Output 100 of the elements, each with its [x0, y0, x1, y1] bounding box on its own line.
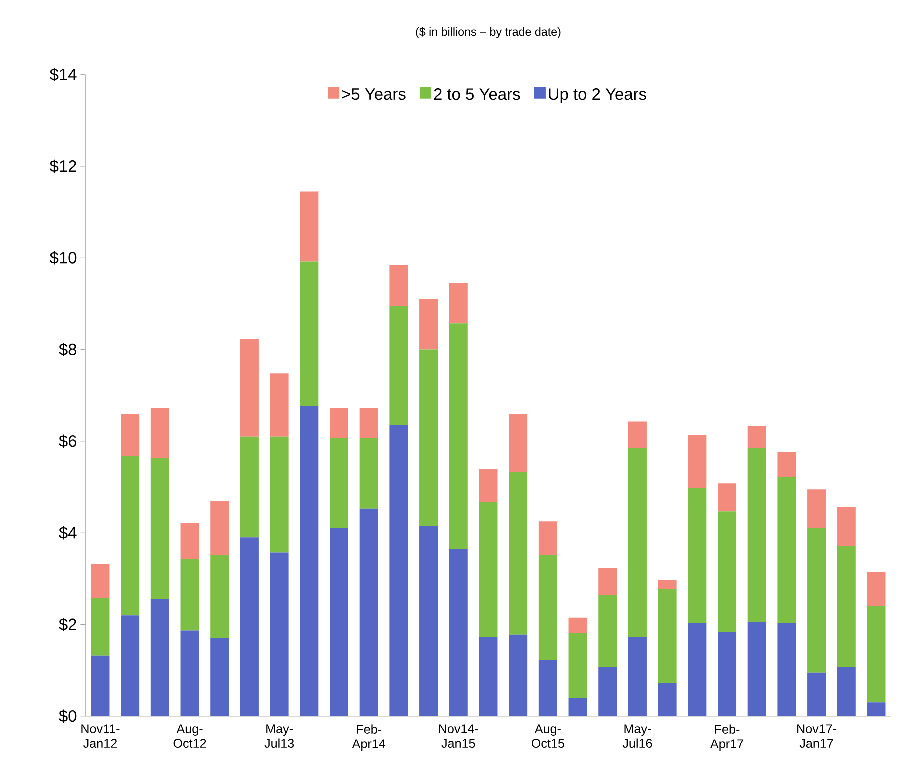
- bar: [808, 490, 826, 529]
- legend-label: Up to 2 Years: [549, 88, 646, 104]
- bar: [509, 635, 528, 717]
- bar: [91, 564, 110, 598]
- bar: [628, 448, 647, 638]
- bar: [479, 469, 498, 503]
- bar: [240, 538, 259, 717]
- bar: [91, 656, 110, 717]
- x-tick-label: Nov14- Jan15: [439, 724, 478, 748]
- bar: [509, 414, 528, 472]
- legend-label: >5 Years: [342, 88, 406, 100]
- bar: [688, 436, 707, 488]
- bar: [658, 684, 677, 717]
- bar: [718, 632, 737, 717]
- bar: [420, 350, 438, 526]
- bar: [479, 502, 498, 638]
- y-tick-label: $0: [59, 710, 77, 724]
- chart-title: ($ in billions – by trade date): [416, 28, 561, 39]
- y-tick-label: $8: [59, 343, 77, 357]
- bar: [598, 595, 618, 668]
- bar: [121, 456, 140, 616]
- y-tick-label: $2: [59, 618, 76, 632]
- bar: [121, 616, 140, 717]
- bar: [568, 698, 588, 717]
- bar: [748, 622, 766, 717]
- bar: [449, 549, 468, 717]
- bar: [598, 668, 618, 717]
- bar: [598, 568, 618, 596]
- bar: [718, 512, 737, 633]
- x-tick-label: May- Jul13: [264, 724, 294, 748]
- bar: [240, 339, 259, 438]
- bar: [688, 488, 707, 624]
- y-tick-label: $6: [59, 434, 77, 448]
- x-tick-label: Nov17- Jan17: [798, 724, 837, 748]
- bar: [180, 630, 200, 717]
- bar: [778, 452, 796, 478]
- bar: [210, 555, 230, 639]
- x-tick-label: Feb- Apr17: [710, 724, 744, 752]
- bar: [210, 638, 230, 717]
- y-tick-label: $12: [50, 160, 76, 174]
- bar: [479, 637, 498, 717]
- bar: [568, 618, 588, 634]
- bar: [808, 673, 826, 717]
- bar: [300, 406, 319, 717]
- bar: [300, 192, 319, 262]
- bar: [420, 300, 438, 350]
- bar: [837, 668, 856, 717]
- bar: [449, 284, 468, 324]
- bar: [240, 437, 259, 538]
- bar: [688, 624, 707, 717]
- bar: [330, 408, 349, 438]
- bar: [748, 426, 766, 448]
- y-tick-label: $4: [59, 526, 77, 540]
- legend-label: 2 to 5 Years: [434, 88, 520, 100]
- bar: [270, 374, 289, 438]
- bar: [568, 633, 588, 698]
- x-tick-label: May- Jul16: [622, 724, 652, 748]
- bar: [867, 702, 886, 717]
- bar: [330, 438, 349, 529]
- bar: [180, 523, 200, 560]
- bar: [748, 448, 766, 623]
- bar: [867, 572, 886, 607]
- bar: [718, 484, 737, 512]
- bar: [91, 598, 110, 656]
- bar: [360, 438, 378, 509]
- bar: [270, 437, 289, 553]
- bar: [837, 546, 856, 668]
- bar: [150, 458, 170, 600]
- y-tick-label: $10: [50, 252, 77, 265]
- x-tick-label: Aug- Oct12: [174, 724, 206, 748]
- bar: [360, 508, 378, 717]
- bar: [628, 422, 647, 448]
- bar: [538, 522, 558, 556]
- x-tick-label: Nov11- Jan12: [82, 724, 120, 748]
- bar: [837, 507, 856, 546]
- bar: [390, 306, 408, 426]
- bar: [658, 590, 677, 684]
- bar: [300, 262, 319, 406]
- bar: [808, 528, 826, 674]
- bar: [420, 526, 438, 717]
- bar: [121, 414, 140, 456]
- bar: [150, 600, 170, 717]
- bar: [538, 555, 558, 661]
- bar: [778, 624, 796, 717]
- bar: [449, 324, 468, 550]
- bar: [658, 580, 677, 590]
- bar: [150, 408, 170, 459]
- bar: [778, 477, 796, 624]
- bar: [867, 606, 886, 703]
- y-tick-label: $14: [50, 68, 77, 82]
- bar: [330, 528, 349, 717]
- bar: [270, 552, 289, 717]
- bar: [628, 637, 647, 717]
- x-tick-label: Feb- Apr14: [352, 724, 386, 752]
- bar: [210, 501, 230, 556]
- bar: [360, 408, 378, 438]
- bar: [390, 265, 408, 306]
- bar: [390, 426, 408, 717]
- bar: [509, 472, 528, 636]
- x-tick-label: Aug- Oct15: [532, 724, 564, 748]
